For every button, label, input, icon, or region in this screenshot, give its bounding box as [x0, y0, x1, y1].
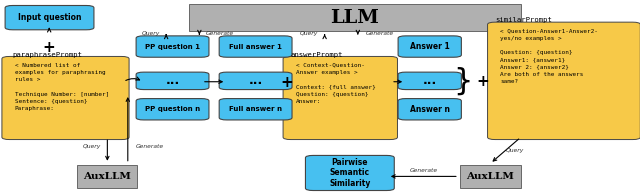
FancyBboxPatch shape	[136, 99, 209, 120]
Text: Input question: Input question	[18, 13, 81, 22]
FancyBboxPatch shape	[136, 72, 209, 90]
Text: Query: Query	[141, 31, 160, 36]
FancyBboxPatch shape	[219, 36, 292, 57]
Text: < Numbered list of
examples for paraphrasing
rules >

Technique Number: [number]: < Numbered list of examples for paraphra…	[15, 63, 109, 111]
FancyBboxPatch shape	[189, 4, 521, 31]
Text: +: +	[476, 74, 489, 89]
Text: PP question n: PP question n	[145, 106, 200, 112]
Text: AuxLLM: AuxLLM	[83, 172, 131, 181]
FancyBboxPatch shape	[2, 56, 129, 140]
Text: Full answer n: Full answer n	[229, 106, 282, 112]
Text: AuxLLM: AuxLLM	[467, 172, 515, 181]
Text: Query: Query	[300, 31, 317, 36]
Text: Answer n: Answer n	[410, 105, 450, 114]
FancyBboxPatch shape	[398, 99, 461, 120]
Text: similarPrompt: similarPrompt	[495, 17, 552, 23]
FancyBboxPatch shape	[488, 22, 640, 140]
Text: Generate: Generate	[136, 144, 164, 149]
Text: +: +	[280, 75, 292, 90]
FancyBboxPatch shape	[136, 36, 209, 57]
Text: Query: Query	[83, 144, 101, 149]
Text: answerPrompt: answerPrompt	[291, 52, 343, 58]
Text: PP question 1: PP question 1	[145, 44, 200, 50]
Text: ...: ...	[248, 74, 263, 87]
Text: Generate: Generate	[365, 31, 394, 36]
Text: ...: ...	[165, 74, 180, 87]
Text: Pairwise
Semantic
Similarity: Pairwise Semantic Similarity	[329, 158, 371, 188]
FancyBboxPatch shape	[398, 72, 461, 90]
Text: < Context-Question-
Answer examples >

Context: {full answer}
Question: {questio: < Context-Question- Answer examples > Co…	[296, 63, 376, 104]
Text: paraphrasePrompt: paraphrasePrompt	[13, 52, 83, 58]
Text: Query: Query	[505, 148, 524, 153]
Text: Generate: Generate	[206, 31, 234, 36]
FancyBboxPatch shape	[219, 72, 292, 90]
Text: }: }	[453, 67, 472, 96]
Text: Full answer 1: Full answer 1	[229, 44, 282, 50]
FancyBboxPatch shape	[5, 5, 94, 30]
Text: < Question-Answer1-Answer2-
yes/no examples >

Question: {question}
Answer1: {an: < Question-Answer1-Answer2- yes/no examp…	[500, 28, 598, 84]
FancyBboxPatch shape	[77, 165, 138, 188]
FancyBboxPatch shape	[305, 155, 394, 191]
FancyBboxPatch shape	[398, 36, 461, 57]
Text: LLM: LLM	[330, 9, 379, 27]
FancyBboxPatch shape	[283, 56, 397, 140]
Text: +: +	[43, 40, 56, 54]
Text: ...: ...	[422, 74, 437, 87]
FancyBboxPatch shape	[219, 99, 292, 120]
Text: Answer 1: Answer 1	[410, 42, 450, 51]
FancyBboxPatch shape	[460, 165, 521, 188]
Text: Generate: Generate	[410, 168, 438, 173]
